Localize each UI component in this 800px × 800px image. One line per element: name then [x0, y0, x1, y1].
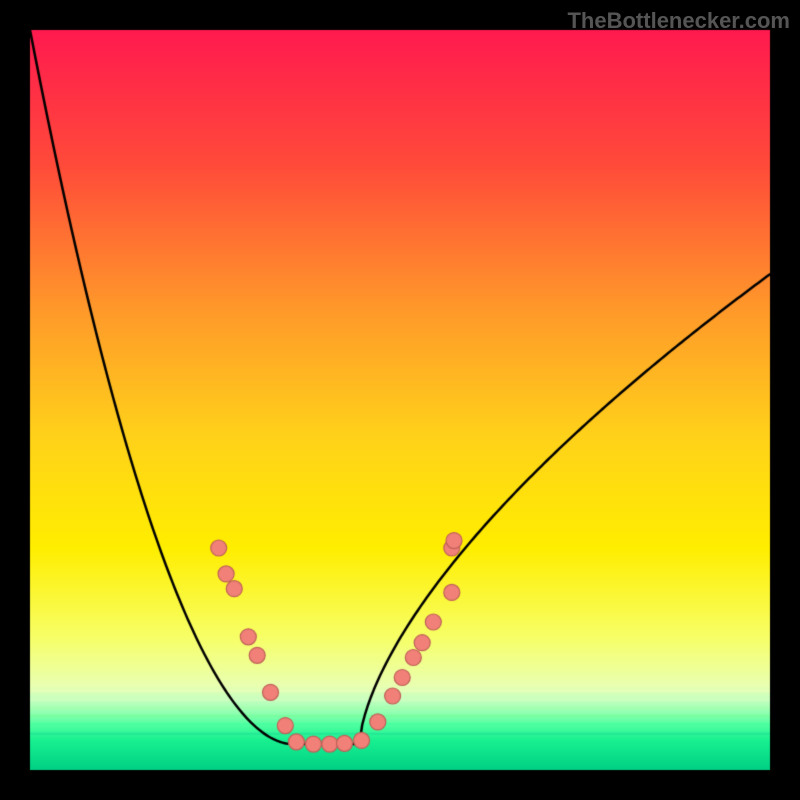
chart-root: TheBottlenecker.com	[0, 0, 800, 800]
watermark-text: TheBottlenecker.com	[567, 8, 790, 34]
bottleneck-chart-canvas	[0, 0, 800, 800]
